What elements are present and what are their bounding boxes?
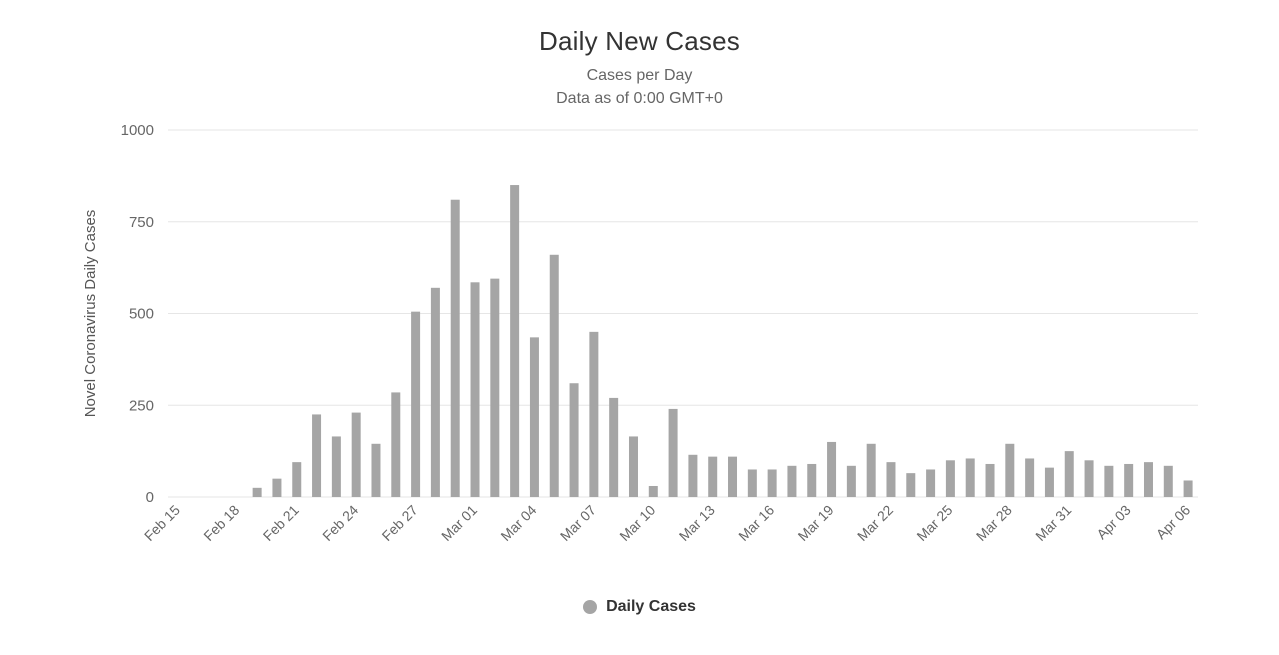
bar-feb-25[interactable] [371, 443, 381, 497]
y-tick-label-0: 0 [146, 489, 154, 506]
bar-mar-21[interactable] [866, 443, 876, 497]
bar-mar-13[interactable] [708, 456, 718, 497]
bar-apr-02[interactable] [1104, 465, 1114, 497]
bar-apr-05[interactable] [1163, 465, 1173, 497]
y-tick-label-250: 250 [129, 397, 154, 414]
bar-feb-23[interactable] [331, 436, 341, 497]
x-tick-label-mar-28: Mar 28 [973, 502, 1015, 544]
y-tick-label-1000: 1000 [121, 122, 154, 139]
chart-subtitle-line-2: Data as of 0:00 GMT+0 [556, 90, 723, 107]
bar-apr-03[interactable] [1124, 463, 1134, 497]
x-tick-label-mar-25: Mar 25 [913, 502, 955, 544]
bar-mar-27[interactable] [985, 463, 995, 497]
bar-mar-03[interactable] [510, 185, 520, 498]
bar-mar-11[interactable] [668, 408, 678, 497]
bar-mar-29[interactable] [1025, 458, 1035, 497]
x-tick-label-mar-01: Mar 01 [438, 502, 480, 544]
bar-mar-24[interactable] [926, 469, 936, 497]
bar-feb-24[interactable] [351, 412, 361, 497]
bar-mar-14[interactable] [728, 456, 738, 497]
bar-feb-20[interactable] [272, 478, 282, 497]
bar-feb-26[interactable] [391, 392, 401, 497]
x-tick-label-feb-18: Feb 18 [200, 502, 242, 544]
bar-mar-06[interactable] [569, 383, 579, 497]
bar-feb-27[interactable] [411, 311, 421, 497]
x-tick-label-mar-19: Mar 19 [795, 502, 837, 544]
bar-apr-01[interactable] [1084, 460, 1094, 497]
bar-mar-22[interactable] [886, 462, 896, 497]
bar-feb-28[interactable] [430, 287, 440, 497]
x-tick-label-mar-31: Mar 31 [1032, 502, 1074, 544]
legend-label: Daily Cases [606, 598, 696, 615]
bar-mar-30[interactable] [1044, 467, 1054, 497]
chart-title: Daily New Cases [539, 26, 740, 56]
x-tick-label-feb-24: Feb 24 [319, 502, 361, 544]
legend-item-daily-cases[interactable]: Daily Cases [0, 598, 1279, 616]
x-tick-label-feb-21: Feb 21 [260, 502, 302, 544]
bar-feb-22[interactable] [312, 414, 322, 497]
x-tick-label-mar-07: Mar 07 [557, 502, 599, 544]
chart-subtitle-line-1: Cases per Day [586, 67, 693, 84]
bar-mar-20[interactable] [846, 465, 856, 497]
bar-mar-08[interactable] [609, 397, 619, 497]
bar-mar-02[interactable] [490, 278, 500, 497]
x-tick-label-feb-15: Feb 15 [141, 502, 183, 544]
y-tick-label-750: 750 [129, 214, 154, 231]
x-tick-label-apr-03: Apr 03 [1093, 502, 1134, 543]
bar-mar-01[interactable] [470, 282, 480, 497]
bar-mar-04[interactable] [529, 337, 539, 497]
bar-mar-09[interactable] [628, 436, 638, 497]
bar-mar-31[interactable] [1064, 451, 1074, 497]
bar-apr-04[interactable] [1143, 462, 1153, 497]
bar-mar-18[interactable] [807, 463, 817, 497]
legend-marker-icon [583, 600, 598, 614]
bar-feb-21[interactable] [292, 462, 302, 497]
bar-mar-19[interactable] [827, 441, 837, 497]
x-tick-label-feb-27: Feb 27 [379, 502, 421, 544]
bar-feb-29[interactable] [450, 199, 460, 498]
x-tick-label-mar-16: Mar 16 [735, 502, 777, 544]
bar-mar-17[interactable] [787, 465, 797, 497]
x-tick-label-mar-04: Mar 04 [497, 502, 539, 544]
bar-mar-28[interactable] [1005, 443, 1015, 497]
x-tick-label-apr-06: Apr 06 [1153, 502, 1194, 543]
x-tick-label-mar-10: Mar 10 [616, 502, 658, 544]
bar-mar-10[interactable] [648, 485, 658, 497]
bar-mar-07[interactable] [589, 331, 599, 497]
bar-mar-15[interactable] [747, 469, 757, 497]
x-tick-label-mar-22: Mar 22 [854, 502, 896, 544]
bar-mar-23[interactable] [906, 473, 916, 497]
bar-apr-06[interactable] [1183, 480, 1193, 497]
bar-mar-26[interactable] [965, 458, 975, 497]
y-axis-title: Novel Coronavirus Daily Cases [82, 210, 99, 418]
bar-mar-12[interactable] [688, 454, 698, 497]
bar-feb-19[interactable] [252, 487, 262, 497]
bar-mar-25[interactable] [945, 460, 955, 497]
x-tick-label-mar-13: Mar 13 [676, 502, 718, 544]
bar-mar-16[interactable] [767, 469, 777, 497]
y-tick-label-500: 500 [129, 306, 154, 323]
bar-mar-05[interactable] [549, 254, 559, 497]
